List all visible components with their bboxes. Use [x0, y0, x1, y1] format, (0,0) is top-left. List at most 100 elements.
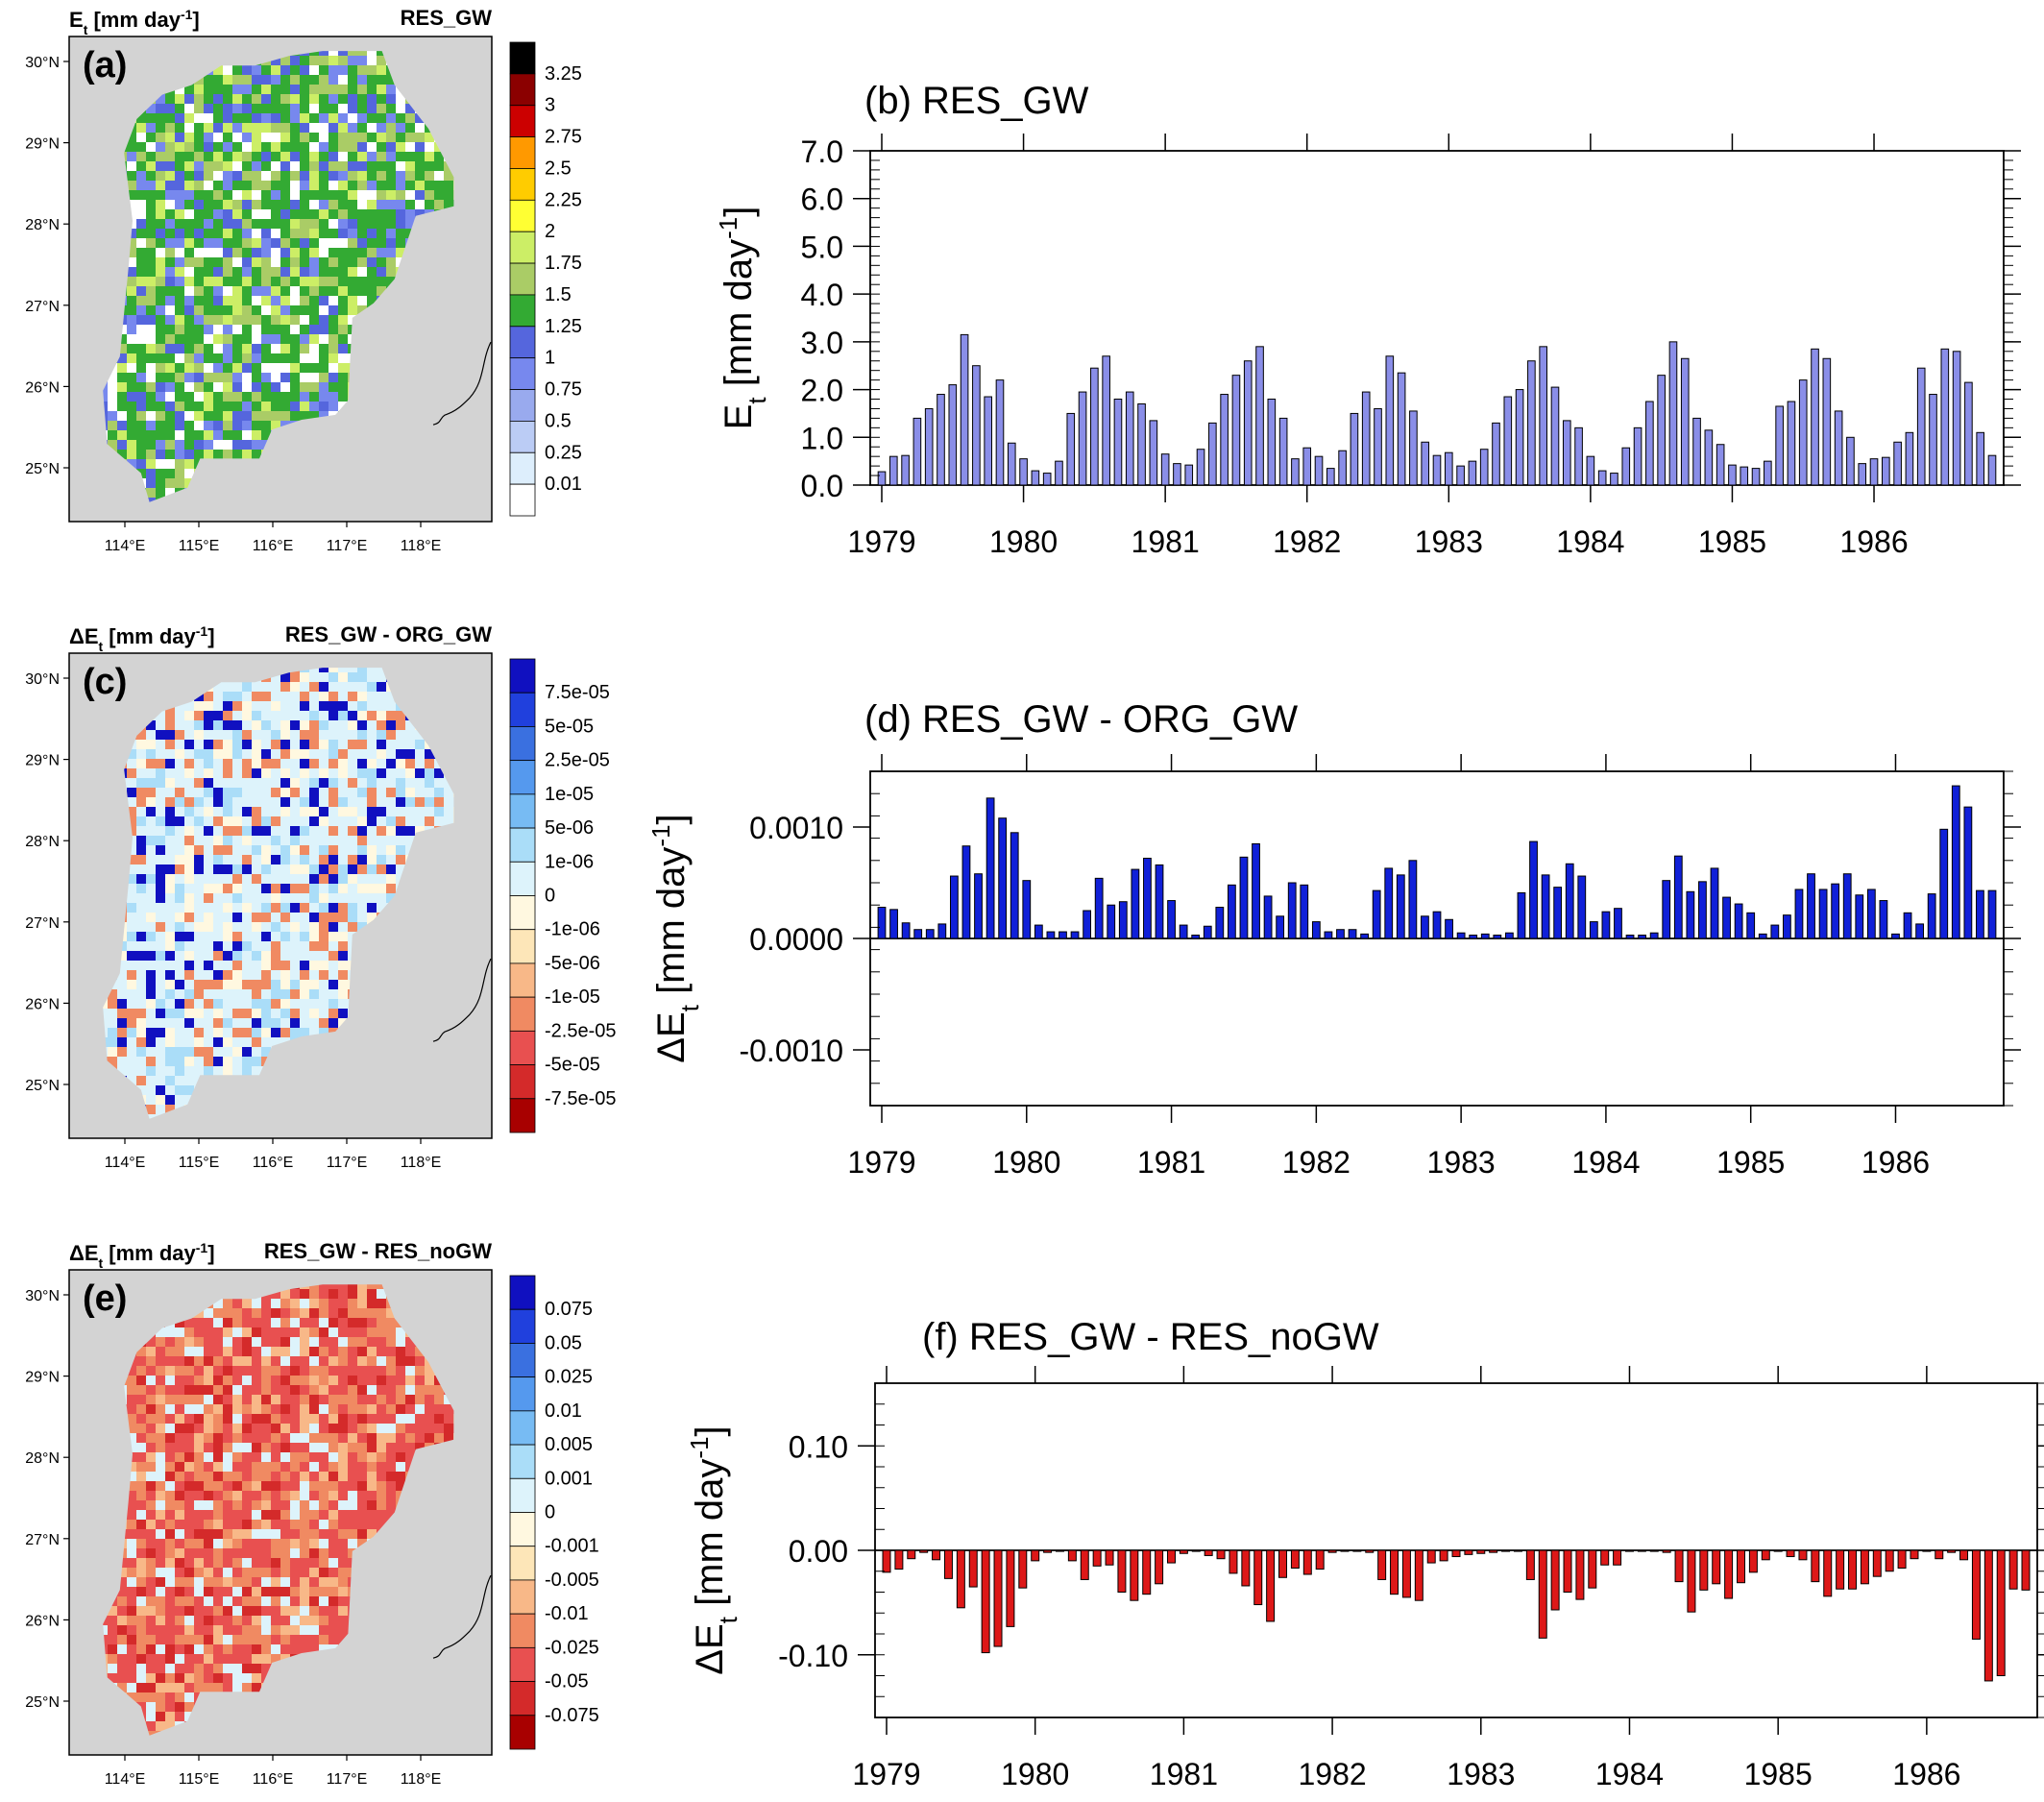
grid-cell [300, 711, 309, 720]
grid-cell [328, 1337, 338, 1347]
grid-cell [357, 171, 367, 181]
grid-cell [261, 807, 271, 816]
grid-cell [252, 315, 261, 325]
grid-cell [261, 970, 271, 980]
grid-cell [271, 411, 280, 421]
grid-cell [232, 999, 242, 1009]
grid-cell [271, 768, 280, 778]
grid-cell [146, 478, 156, 488]
grid-cell [319, 807, 328, 816]
grid-cell [146, 816, 156, 826]
grid-cell [175, 701, 184, 711]
grid-cell [242, 932, 252, 941]
grid-cell [261, 402, 271, 411]
grid-cell [194, 913, 204, 922]
grid-cell [136, 133, 146, 142]
grid-cell [213, 373, 223, 382]
grid-cell [184, 363, 194, 373]
grid-cell [165, 749, 175, 759]
grid-cell [194, 200, 204, 209]
grid-cell [357, 797, 367, 807]
grid-cell [328, 75, 338, 85]
grid-cell [425, 807, 434, 816]
grid-cell [271, 884, 280, 893]
grid-cell [146, 402, 156, 411]
lon-label: 116°E [253, 1155, 294, 1171]
grid-cell [261, 286, 271, 296]
grid-cell [146, 1057, 156, 1066]
grid-cell [213, 836, 223, 845]
grid-cell [300, 893, 309, 903]
grid-cell [319, 344, 328, 353]
grid-cell [396, 759, 405, 768]
grid-cell [415, 807, 425, 816]
grid-cell [386, 85, 396, 94]
grid-cell [156, 816, 165, 826]
grid-cell [290, 248, 300, 257]
grid-cell [319, 1327, 328, 1337]
grid-cell [136, 209, 146, 219]
grid-cell [290, 855, 300, 864]
grid-cell [396, 94, 405, 104]
grid-cell [280, 219, 290, 229]
grid-cell [156, 277, 165, 286]
grid-cell [175, 740, 184, 749]
grid-cell [175, 816, 184, 826]
grid-cell [377, 682, 386, 692]
lon-label: 116°E [253, 538, 294, 554]
grid-cell [271, 392, 280, 402]
grid-cell [146, 209, 156, 219]
grid-cell [405, 171, 415, 181]
grid-cell [453, 190, 454, 200]
grid-cell [252, 430, 261, 440]
grid-cell [252, 922, 261, 932]
grid-cell [319, 65, 328, 75]
grid-cell [252, 1057, 261, 1066]
grid-cell [319, 922, 328, 932]
grid-cell [184, 778, 194, 788]
grid-cell [309, 181, 319, 190]
grid-cell [252, 989, 261, 999]
grid-cell [290, 836, 300, 845]
grid-cell [204, 922, 213, 932]
grid-cell [328, 353, 338, 363]
grid-cell [300, 903, 309, 913]
grid-cell [261, 190, 271, 200]
grid-cell [300, 344, 309, 353]
grid-cell [300, 788, 309, 797]
grid-cell [175, 209, 184, 219]
grid-cell [377, 836, 386, 845]
grid-cell [184, 826, 194, 836]
grid-cell [290, 181, 300, 190]
grid-cell [194, 363, 204, 373]
grid-cell [194, 1009, 204, 1018]
grid-cell [319, 1289, 328, 1299]
grid-cell [127, 989, 136, 999]
grid-cell [194, 123, 204, 133]
grid-cell [223, 344, 232, 353]
grid-cell [194, 999, 204, 1009]
grid-cell [194, 826, 204, 836]
grid-cell [319, 826, 328, 836]
grid-cell [280, 277, 290, 286]
grid-cell [396, 807, 405, 816]
grid-cell [232, 142, 242, 152]
grid-cell [319, 113, 328, 123]
grid-cell [319, 720, 328, 730]
grid-cell [328, 913, 338, 922]
colorbar-label: 5e-06 [545, 817, 594, 839]
colorbar-label: 2.25 [545, 189, 582, 210]
grid-cell [204, 334, 213, 344]
grid-cell [280, 989, 290, 999]
grid-cell [271, 903, 280, 913]
grid-cell [184, 1018, 194, 1028]
grid-cell [396, 836, 405, 845]
colorbar-label: 5e-05 [545, 716, 594, 737]
grid-cell [300, 941, 309, 951]
grid-cell [223, 864, 232, 874]
grid-cell [146, 1347, 156, 1356]
grid-cell [194, 788, 204, 797]
grid-cell [194, 190, 204, 200]
grid-cell [309, 922, 319, 932]
grid-cell [165, 152, 175, 161]
